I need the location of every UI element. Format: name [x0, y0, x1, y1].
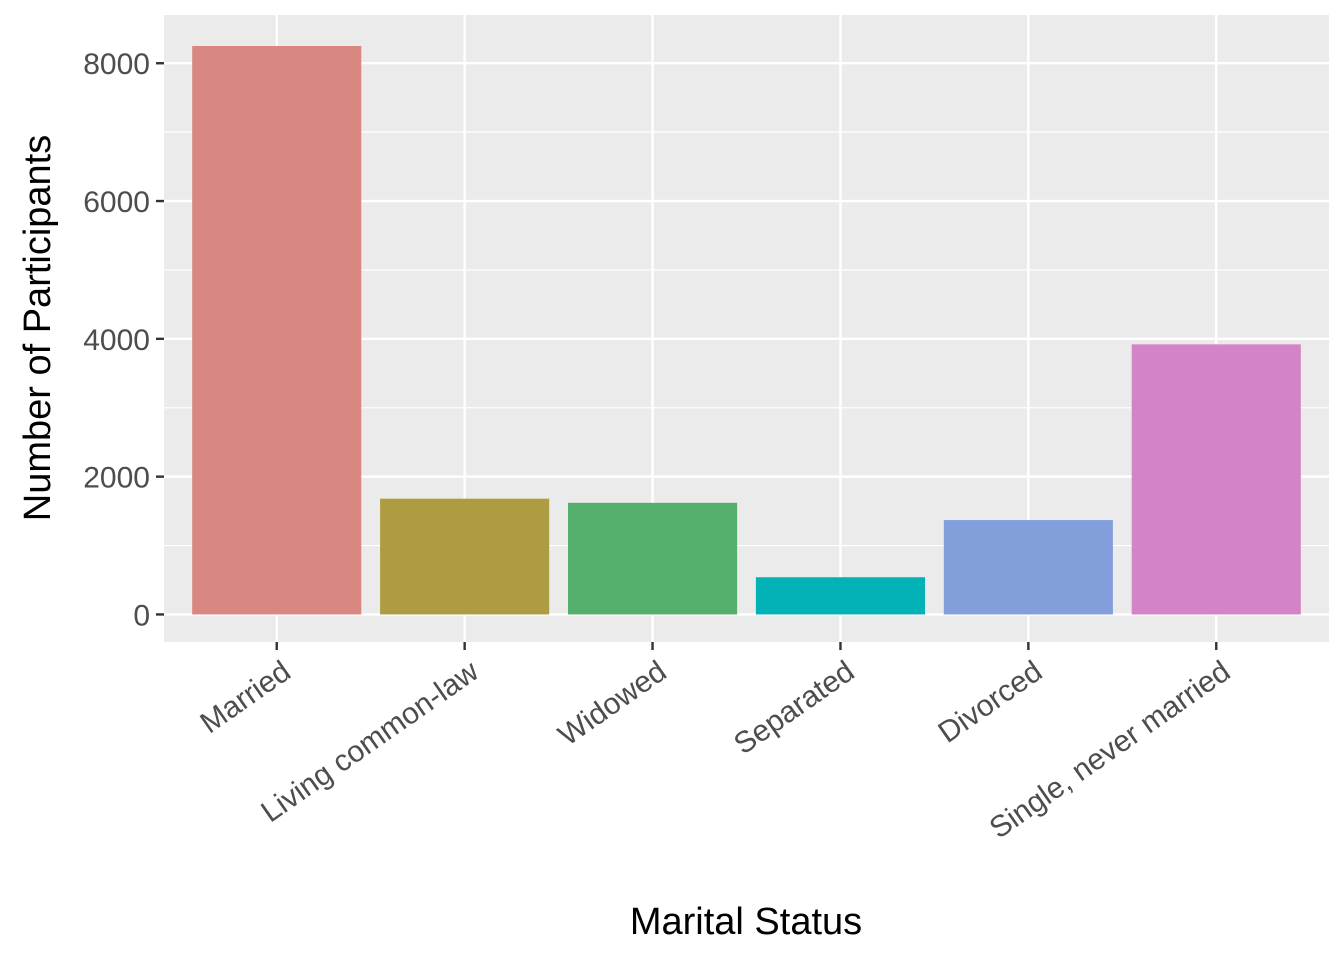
bar-widowed: [567, 502, 738, 615]
bar-married: [192, 46, 362, 615]
x-tick-label: Married: [195, 655, 297, 740]
x-tick-label: Widowed: [553, 655, 673, 753]
y-axis-title: Number of Participants: [17, 135, 59, 522]
y-tick-label: 8000: [83, 48, 150, 81]
bar-single-never-married: [1131, 344, 1301, 615]
y-axis: 0 2000 4000 6000 8000: [83, 48, 164, 632]
y-tick-label: 0: [133, 599, 150, 632]
bar-separated: [755, 577, 926, 615]
bar-living-common-law: [380, 498, 550, 615]
y-tick-label: 2000: [83, 462, 150, 495]
bars: [192, 46, 1301, 615]
y-tick-label: 4000: [83, 324, 150, 357]
x-axis-title: Marital Status: [630, 901, 862, 943]
x-tick-label: Separated: [728, 655, 860, 761]
x-tick-label: Divorced: [932, 655, 1048, 750]
y-tick-label: 6000: [83, 186, 150, 219]
bar-divorced: [943, 520, 1113, 615]
